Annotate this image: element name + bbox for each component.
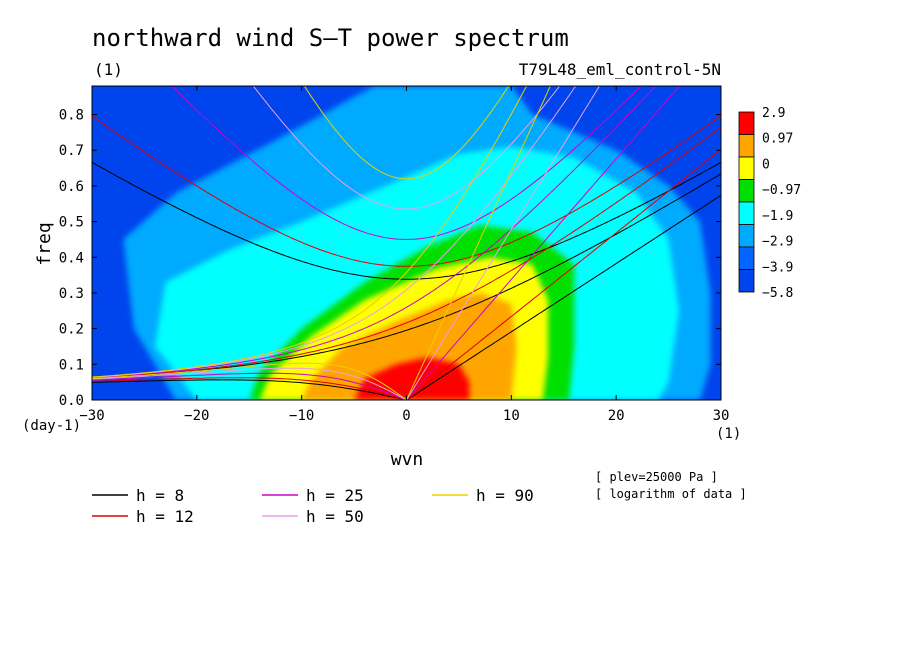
- annotation-plev: [ plev=25000 Pa ]: [595, 470, 718, 484]
- chart-title: northward wind S–T power spectrum: [92, 24, 569, 52]
- legend-label: h = 8: [136, 486, 184, 505]
- contour-fills: [123, 86, 711, 400]
- y-tick-label: 0.0: [59, 393, 84, 409]
- chart-subtitle-left: (1): [94, 60, 123, 79]
- legend: h = 8 h = 12 h = 25 h = 50 h = 90: [92, 486, 534, 526]
- dispersion-curve-h90-0: [406, 86, 551, 400]
- colorbar-label: −1.9: [762, 209, 793, 224]
- dispersion-curve-h90-1: [92, 362, 408, 400]
- colorbar-swatch: [738, 224, 755, 248]
- dispersion-curves: [92, 86, 721, 400]
- colorbar-label: −5.8: [762, 286, 793, 301]
- dispersion-curve-h12-0: [406, 148, 721, 400]
- colorbar-swatch: [738, 111, 755, 135]
- y-unit-label: (day-1): [22, 418, 81, 434]
- x-tick-label: −30: [79, 408, 104, 424]
- dispersion-curve-h8-3: [92, 161, 721, 280]
- x-axis-label: wvn: [391, 449, 424, 470]
- dispersion-curve-h90-2: [92, 86, 528, 378]
- x-tick-label: −20: [184, 408, 209, 424]
- x-axis: −30 −20 −10 0 10 20 30: [79, 86, 729, 424]
- colorbar-swatch: [738, 269, 755, 293]
- colorbar-swatch: [738, 246, 755, 270]
- y-tick-label: 0.6: [59, 179, 84, 195]
- dispersion-curve-h12-1: [92, 377, 409, 400]
- dispersion-curve-h50-0: [406, 86, 601, 400]
- y-tick-label: 0.1: [59, 357, 84, 373]
- dispersion-curve-h12-3: [92, 115, 721, 267]
- y-tick-label: 0.3: [59, 286, 84, 302]
- legend-label: h = 25: [306, 486, 364, 505]
- colorbar-label: 0.97: [762, 132, 793, 147]
- y-tick-label: 0.5: [59, 215, 84, 231]
- legend-label: h = 12: [136, 507, 194, 526]
- x-tick-label: 20: [608, 408, 625, 424]
- colorbar-swatch: [738, 201, 755, 225]
- dispersion-curve-h25-3: [171, 86, 642, 240]
- dispersion-curve-h25-1: [92, 372, 408, 400]
- dispersion-curve-h90-3: [303, 86, 510, 180]
- x-tick-label: 0: [402, 408, 410, 424]
- dispersion-curve-h25-2: [92, 86, 657, 379]
- dispersion-curve-h50-1: [92, 367, 408, 400]
- y-tick-label: 0.8: [59, 108, 84, 124]
- colorbar-label: −3.9: [762, 260, 793, 275]
- dispersion-curve-h25-0: [406, 86, 681, 400]
- colorbar-swatch: [738, 156, 755, 180]
- colorbar-label: 2.9: [762, 106, 785, 121]
- colorbar-label: −0.97: [762, 183, 801, 198]
- x-unit-label: (1): [716, 426, 741, 442]
- colorbar-label: −2.9: [762, 235, 793, 250]
- contour-fill-6: [354, 357, 470, 400]
- x-tick-label: −10: [289, 408, 314, 424]
- colorbar: 2.9 0.97 0 −0.97 −1.9 −2.9 −3.9 −5.8: [738, 106, 801, 301]
- dispersion-curve-h12-2: [92, 127, 721, 379]
- y-axis-label: freq: [34, 222, 55, 265]
- annotation-log: [ logarithm of data ]: [595, 487, 747, 501]
- plot-area: [92, 86, 721, 400]
- colorbar-swatch: [738, 179, 755, 203]
- colorbar-swatch: [738, 134, 755, 158]
- dispersion-curve-h50-3: [252, 86, 561, 210]
- legend-label: h = 50: [306, 507, 364, 526]
- x-tick-label: 30: [713, 408, 730, 424]
- y-tick-label: 0.7: [59, 143, 84, 159]
- y-axis: 0.0 0.1 0.2 0.3 0.4 0.5 0.6 0.7 0.8: [59, 108, 721, 409]
- dispersion-curve-h50-2: [92, 86, 577, 378]
- legend-label: h = 90: [476, 486, 534, 505]
- x-tick-label: 10: [503, 408, 520, 424]
- colorbar-label: 0: [762, 157, 770, 172]
- chart-subtitle-right: T79L48_eml_control-5N: [519, 60, 721, 79]
- dispersion-curve-h8-1: [92, 379, 409, 400]
- y-tick-label: 0.4: [59, 250, 84, 266]
- dispersion-curve-h8-0: [406, 194, 721, 400]
- y-tick-label: 0.2: [59, 322, 84, 338]
